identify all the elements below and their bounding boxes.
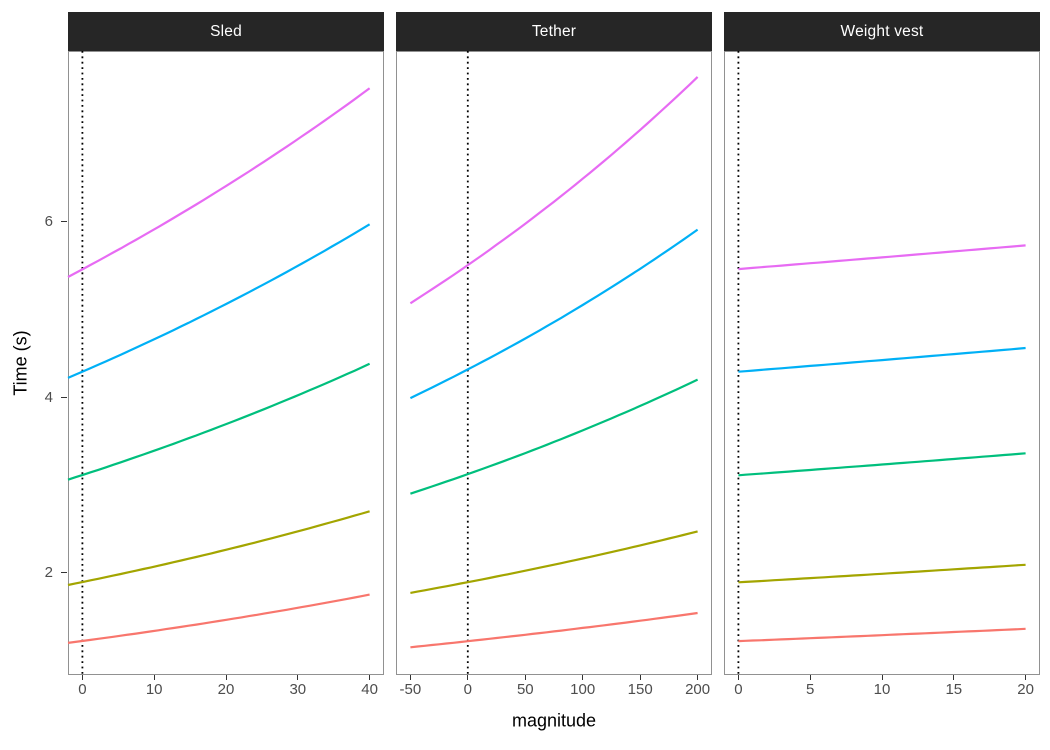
x-tick-label: 15 [945,681,963,698]
x-tick-mark [953,675,955,680]
x-tick-label: -50 [399,681,422,698]
panel-plot-tether [409,51,699,675]
curve-sled-level-2 [67,510,370,587]
curve-tether-level-5 [409,76,699,305]
facet-strip-sled: Sled [68,12,384,51]
x-axis-title: magnitude [511,710,597,731]
x-tick-mark [297,675,299,680]
curve-sled-level-5 [67,87,371,278]
y-tick-mark [61,572,67,574]
x-tick-label: 200 [685,681,711,698]
x-tick-mark [524,675,526,680]
panel-plot-weight-vest [737,51,1026,675]
curve-sled-level-4 [67,223,371,379]
x-tick-label: 0 [78,681,87,698]
curve-sled-level-3 [67,362,371,481]
x-tick-mark [225,675,227,680]
x-tick-mark [153,675,155,680]
x-tick-label: 20 [1017,681,1034,698]
x-tick-mark [737,675,739,680]
x-tick-mark [81,675,83,680]
facet-label-weight-vest: Weight vest [840,22,924,40]
panel-box-tether [396,51,712,675]
curve-tether-level-3 [410,378,699,495]
curve-weight-vest-level-5 [738,244,1026,271]
y-tick-mark [61,396,67,398]
facet-strip-weight-vest: Weight vest [724,12,1040,51]
curve-weight-vest-level-3 [738,452,1026,477]
facet-label-tether: Tether [531,22,577,40]
curve-tether-level-4 [409,228,699,400]
x-tick-mark [409,675,411,680]
x-tick-mark [1025,675,1027,680]
facet-label-sled: Sled [210,22,242,40]
facet-strip-tether: Tether [396,12,712,51]
curve-sled-level-1 [67,593,370,644]
x-tick-mark [582,675,584,680]
x-tick-mark [809,675,811,680]
y-tick-mark [61,221,67,223]
y-axis-title: Time (s) [10,330,31,396]
curve-tether-level-1 [410,611,698,649]
x-tick-mark [697,675,699,680]
x-tick-label: 100 [570,681,596,698]
x-tick-mark [639,675,641,680]
curve-weight-vest-level-4 [738,346,1026,373]
x-tick-label: 30 [289,681,307,698]
curve-tether-level-2 [410,530,698,594]
x-tick-label: 5 [806,681,815,698]
x-tick-label: 0 [734,681,743,698]
x-tick-label: 10 [145,681,163,698]
x-tick-label: 150 [627,681,653,698]
y-tick-label: 4 [44,388,53,406]
x-tick-label: 0 [463,681,472,698]
x-tick-label: 10 [873,681,891,698]
panel-plot-sled [67,51,371,675]
curve-weight-vest-level-1 [738,627,1026,643]
x-tick-label: 20 [217,681,235,698]
x-tick-mark [369,675,371,680]
y-tick-label: 2 [44,564,53,582]
panel-box-sled [68,51,384,675]
x-tick-label: 40 [361,681,378,698]
x-tick-label: 50 [516,681,534,698]
panel-box-weight-vest [724,51,1040,675]
x-tick-mark [467,675,469,680]
curve-weight-vest-level-2 [738,563,1026,584]
x-tick-mark [881,675,883,680]
y-tick-label: 6 [44,213,53,231]
